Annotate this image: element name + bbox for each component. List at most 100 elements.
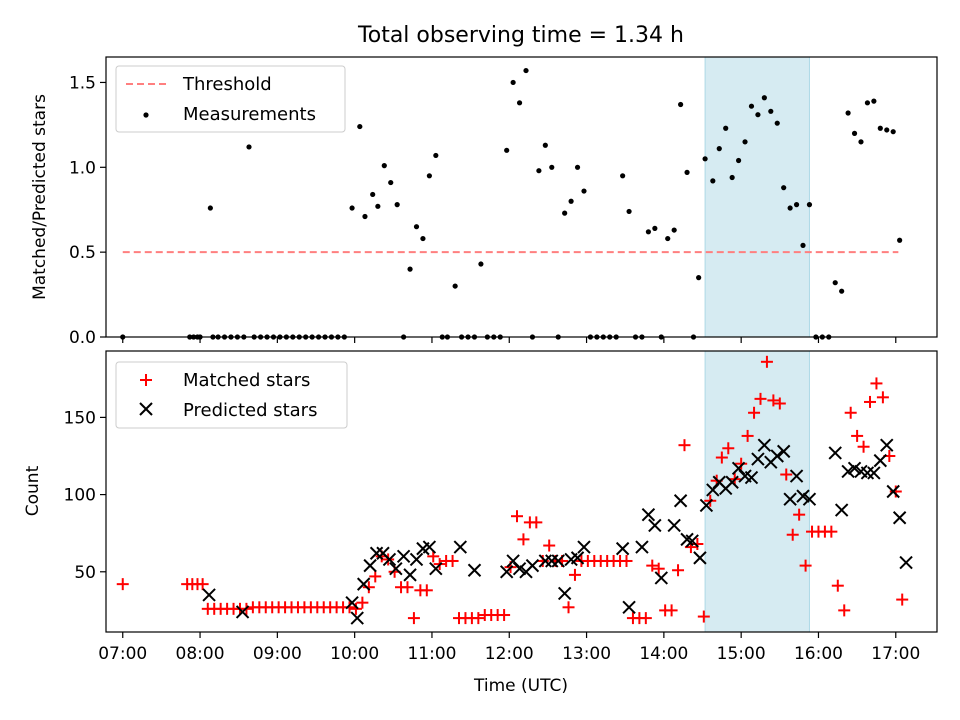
highlight-span (704, 56, 810, 338)
x-tick-label: 14:00 (639, 644, 688, 664)
predicted-star-point (693, 551, 707, 565)
top-legend: Threshold Measurements (115, 65, 346, 133)
matched-star-point (697, 610, 710, 623)
predicted-star-point (699, 498, 714, 513)
matched-star-point (748, 406, 761, 419)
legend-matched-swatch (140, 374, 152, 386)
measurement-point (702, 156, 708, 162)
matched-star-point (857, 440, 870, 453)
matched-star-point (420, 584, 433, 597)
matched-star-point (754, 392, 767, 405)
measurement-point (394, 202, 400, 208)
y-tick-label: 50 (74, 563, 96, 583)
matched-star-point (896, 593, 909, 606)
measurement-point (742, 139, 748, 145)
predicted-star-point (403, 568, 417, 582)
measurement-point (755, 112, 761, 118)
predicted-star-point (396, 549, 411, 564)
matched-star-point (838, 604, 851, 617)
measurement-point (832, 280, 838, 286)
predicted-star-point (363, 558, 377, 573)
measurement-point (246, 144, 252, 150)
matched-star-point (864, 395, 877, 408)
measurement-point (774, 120, 780, 126)
measurement-point (851, 130, 858, 136)
y-tick-label: 1.0 (69, 158, 96, 178)
bottom-plot-frame (105, 350, 938, 633)
predicted-star-point (499, 565, 514, 579)
matched-star-point (646, 559, 659, 572)
measurement-point (877, 125, 883, 131)
y-tick-label: 0.5 (69, 243, 96, 263)
predicted-star-point (429, 561, 443, 576)
matched-star-point (349, 602, 362, 615)
predicted-star-point (770, 449, 784, 463)
bottom-y-axis-label: Count (23, 465, 43, 516)
measurement-point (665, 235, 671, 242)
measurement-point (678, 101, 684, 108)
predicted-star-point (641, 507, 656, 522)
matched-star-point (665, 604, 678, 617)
predicted-star-point (409, 552, 424, 567)
measurement-point (626, 208, 632, 215)
matched-star-point (652, 562, 665, 575)
x-tick-label: 15:00 (717, 644, 766, 664)
matched-star-point (793, 508, 806, 521)
matched-star-point (510, 510, 523, 523)
measurement-point (581, 188, 587, 194)
matched-star-point (799, 559, 812, 572)
predicted-star-point (202, 588, 216, 602)
matched-star-point (844, 406, 857, 419)
measurement-point (452, 283, 458, 289)
predicted-star-point (235, 605, 250, 619)
matched-star-point (672, 564, 685, 577)
measurement-point (768, 108, 774, 114)
predicted-star-point (557, 586, 572, 601)
measurement-point (420, 235, 426, 242)
measurement-point (793, 202, 800, 208)
measurement-point (426, 173, 432, 179)
measurement-point (748, 103, 755, 109)
matched-star-point (876, 391, 889, 404)
matched-star-point (620, 554, 633, 567)
predicted-star-point (345, 595, 359, 610)
measurement-point (574, 164, 581, 170)
predicted-star-point (369, 546, 384, 560)
predicted-star-point (880, 438, 894, 452)
measurement-point (806, 202, 813, 208)
matched-star-point (343, 601, 356, 614)
measurement-point (542, 142, 548, 148)
measurement-point (800, 242, 806, 248)
y-tick-label: 150 (64, 408, 96, 428)
matched-star-point (407, 612, 420, 625)
predicted-star-point (635, 540, 649, 554)
matched-star-point (530, 516, 543, 529)
matched-star-point (369, 570, 382, 583)
x-tick-label: 17:00 (871, 644, 920, 664)
predicted-star-point (654, 571, 668, 585)
top-y-axis-label: Matched/Predicted stars (30, 94, 50, 300)
measurement-point (510, 79, 516, 86)
predicted-star-point (356, 577, 371, 591)
x-tick-label: 07:00 (98, 644, 147, 664)
predicted-star-point (841, 464, 855, 479)
measurement-point (884, 127, 890, 133)
measurement-point (858, 139, 864, 145)
chart-title: Total observing time = 1.34 h (357, 23, 684, 48)
matched-star-point (851, 429, 864, 442)
matched-star-point (543, 539, 556, 552)
measurement-point (897, 237, 903, 243)
predicted-star-point (422, 540, 437, 554)
measurement-point (787, 205, 793, 211)
measurement-point (671, 227, 677, 233)
matched-star-point (715, 451, 728, 464)
predicted-star-point (789, 469, 804, 483)
measurement-point (864, 100, 871, 106)
measurement-point (549, 164, 555, 170)
predicted-star-point (350, 611, 364, 625)
measurement-point (478, 261, 484, 267)
measurement-point (370, 191, 376, 198)
predicted-star-point (725, 475, 739, 489)
matched-star-point (116, 578, 129, 591)
